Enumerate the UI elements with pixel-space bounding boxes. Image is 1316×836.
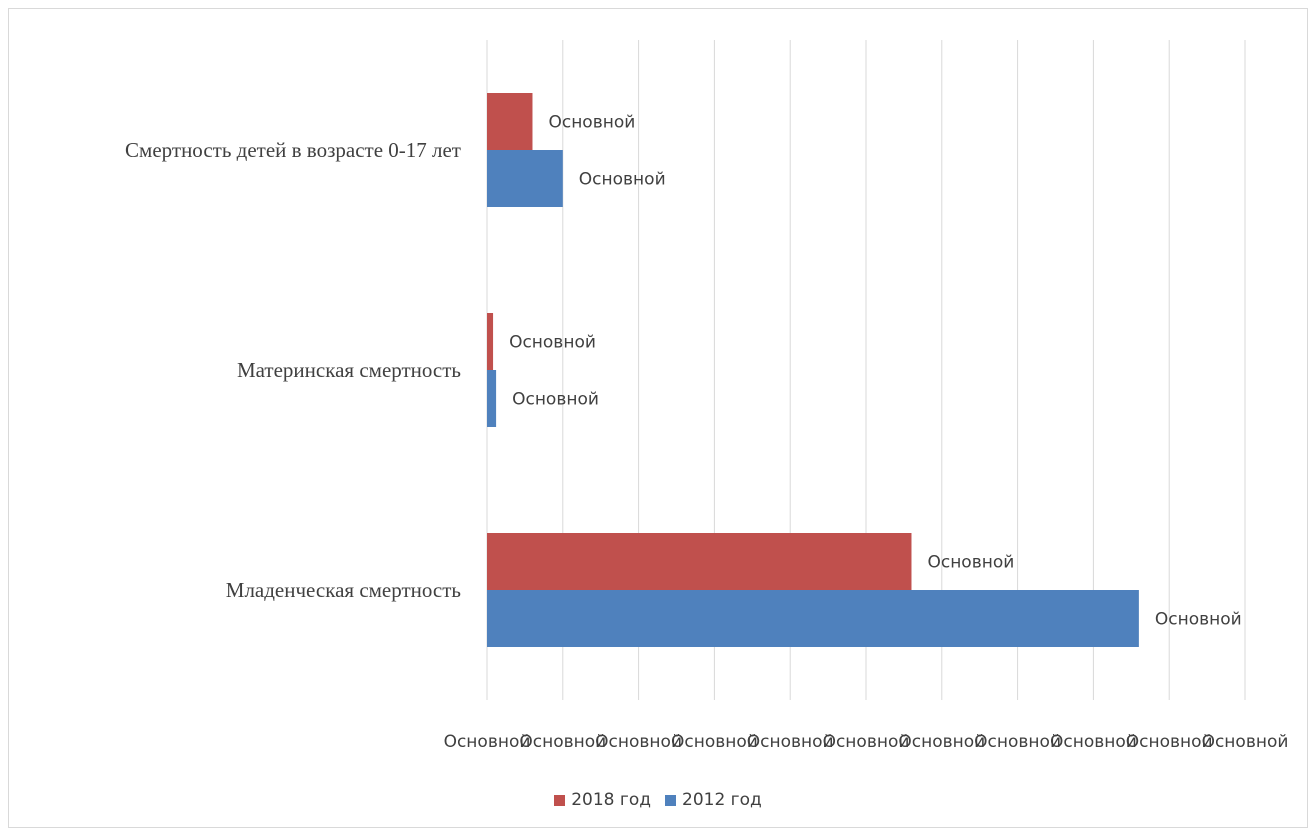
legend-label-2018: 2018 год bbox=[571, 790, 651, 810]
x-tick-label: Основной bbox=[747, 732, 834, 752]
data-label: Основной bbox=[509, 333, 596, 353]
bar bbox=[487, 590, 1139, 647]
data-label: Основной bbox=[579, 170, 666, 190]
x-tick-label: Основной bbox=[823, 732, 910, 752]
legend-swatch-2018 bbox=[554, 794, 566, 806]
x-tick-label: Основной bbox=[898, 732, 985, 752]
x-tick-label: Основной bbox=[1050, 732, 1137, 752]
legend-label-2012: 2012 год bbox=[682, 790, 762, 810]
bar bbox=[487, 150, 563, 207]
x-tick-label: Основной bbox=[519, 732, 606, 752]
data-label: Основной bbox=[548, 113, 635, 133]
chart-frame bbox=[8, 8, 1308, 828]
x-tick-label: Основной bbox=[1126, 732, 1213, 752]
data-label: Основной bbox=[512, 390, 599, 410]
bar bbox=[487, 93, 533, 150]
legend-item-2012: 2012 год bbox=[665, 790, 762, 810]
x-tick-label: Основной bbox=[974, 732, 1061, 752]
x-tick-label: Основной bbox=[444, 732, 531, 752]
data-label: Основной bbox=[927, 553, 1014, 573]
category-label: Смертность детей в возрасте 0-17 лет bbox=[125, 138, 461, 162]
legend: 2018 год 2012 год bbox=[0, 790, 1316, 810]
bar bbox=[487, 533, 912, 590]
category-label: Младенческая смертность bbox=[226, 578, 461, 602]
x-tick-label: Основной bbox=[671, 732, 758, 752]
legend-item-2018: 2018 год bbox=[554, 790, 651, 810]
x-tick-label: Основной bbox=[595, 732, 682, 752]
bar bbox=[487, 370, 497, 427]
bar bbox=[487, 313, 494, 370]
data-label: Основной bbox=[1155, 610, 1242, 630]
category-label: Материнская смертность bbox=[237, 358, 461, 382]
legend-swatch-2012 bbox=[665, 794, 676, 806]
x-tick-label: Основной bbox=[1202, 732, 1289, 752]
